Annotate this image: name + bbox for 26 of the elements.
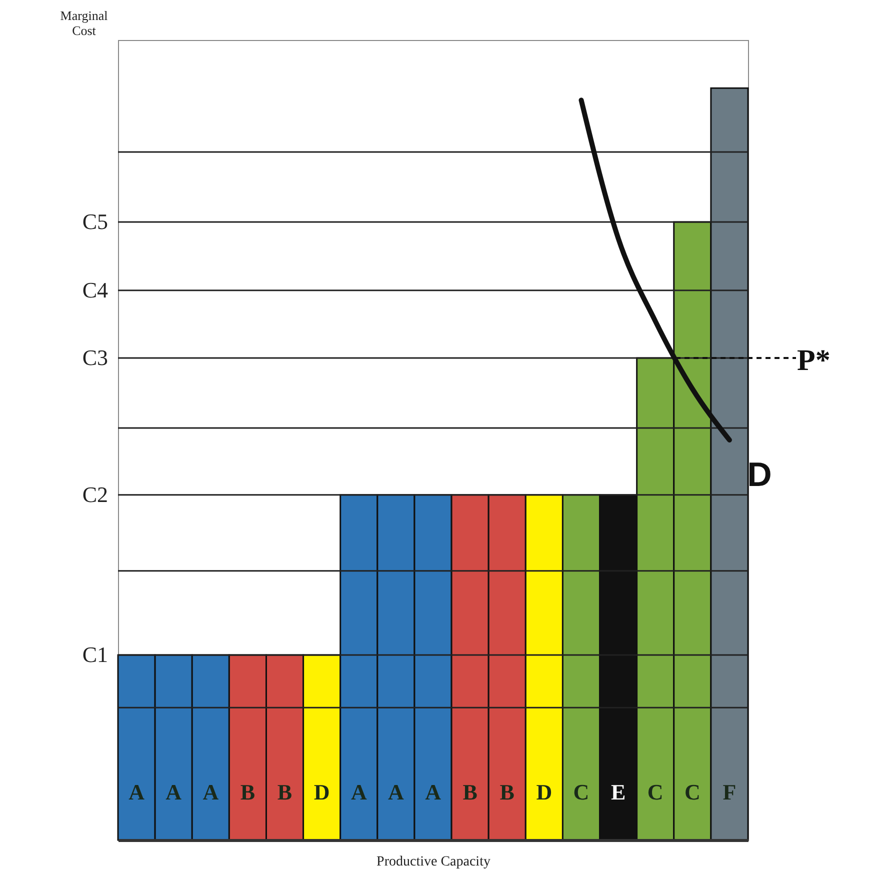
x-tick-label: A [388,780,404,804]
x-axis-title: Productive Capacity [376,854,490,870]
x-tick-label: B [277,780,292,804]
series-label: D [747,456,772,494]
x-tick-label: A [350,780,367,804]
x-tick-label: A [202,780,219,804]
x-tick-label: B [462,780,478,804]
x-tick-label: E [610,780,626,804]
x-tick-label: A [166,780,182,804]
ref-line-label: C2 [82,482,108,507]
x-tick-label: C [573,780,590,804]
ref-line-label: C4 [82,277,108,302]
x-tick-label: C [684,780,700,804]
x-tick-label: A [128,780,145,804]
x-tick-label: D [314,780,330,804]
x-tick-label: B [240,780,256,804]
ref-line-label: C5 [82,208,108,234]
ref-line-label: P* [797,344,830,378]
x-tick-label: F [722,780,736,804]
ref-line-label: C3 [82,345,108,370]
x-tick-label: C [647,780,664,804]
x-tick-label: A [425,780,442,804]
y-axis-title: Marginal Cost [60,8,108,38]
x-tick-label: B [500,780,515,804]
ref-line-label: C1 [82,642,108,668]
x-tick-label: D [536,780,552,804]
